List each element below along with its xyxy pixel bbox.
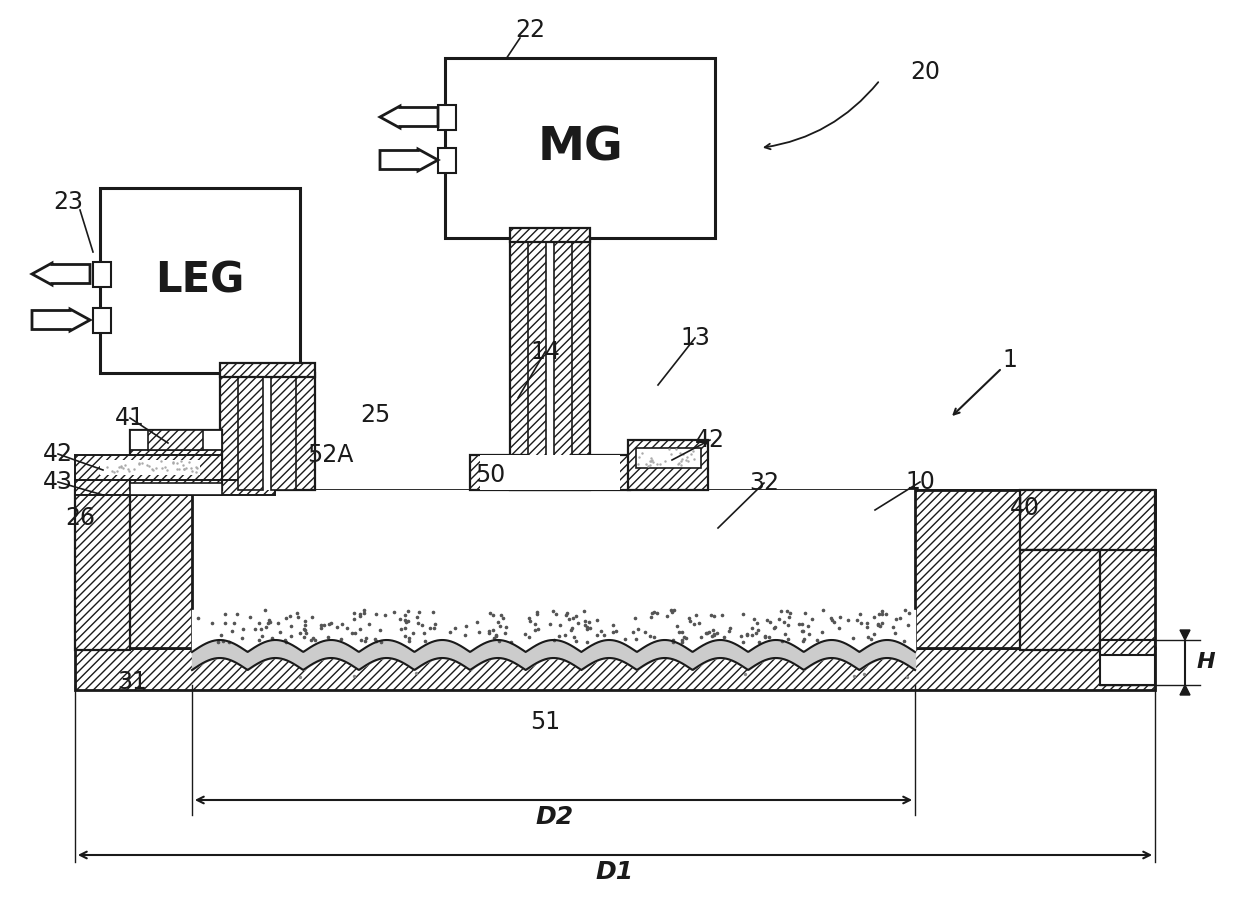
Text: D1: D1 <box>596 860 634 884</box>
Text: 51: 51 <box>529 710 560 734</box>
Bar <box>1100 640 1154 655</box>
Bar <box>510 238 590 490</box>
Bar <box>438 105 456 130</box>
FancyArrow shape <box>32 309 91 331</box>
Text: 14: 14 <box>529 340 560 364</box>
Text: 42: 42 <box>694 428 725 452</box>
Bar <box>480 455 620 490</box>
Bar <box>238 373 263 490</box>
Bar <box>1021 550 1100 650</box>
Text: 23: 23 <box>53 190 83 214</box>
Text: 13: 13 <box>680 326 711 350</box>
Bar <box>74 490 192 648</box>
Text: H: H <box>1197 652 1215 672</box>
Bar <box>510 228 590 242</box>
Text: D2: D2 <box>536 805 574 829</box>
Text: 40: 40 <box>1011 496 1040 520</box>
Bar <box>272 373 296 490</box>
Bar <box>130 430 222 490</box>
Bar <box>130 430 222 450</box>
Bar <box>554 238 572 490</box>
Text: 41: 41 <box>115 406 145 430</box>
Polygon shape <box>1180 685 1190 695</box>
Text: 22: 22 <box>515 18 546 42</box>
Text: 25: 25 <box>360 403 391 427</box>
Bar <box>130 483 222 495</box>
Text: 52A: 52A <box>306 443 353 467</box>
Bar <box>438 148 456 173</box>
Text: 10: 10 <box>905 470 935 494</box>
Bar <box>1100 640 1154 685</box>
Bar <box>74 648 1154 690</box>
FancyArrow shape <box>379 149 438 171</box>
Bar <box>915 490 1154 648</box>
Bar <box>74 490 130 650</box>
Bar <box>219 373 315 490</box>
Bar <box>74 490 1154 555</box>
Polygon shape <box>1180 630 1190 640</box>
Bar <box>74 480 275 495</box>
Text: 26: 26 <box>64 506 95 530</box>
FancyArrow shape <box>379 106 438 128</box>
Text: 31: 31 <box>117 670 146 694</box>
Text: LEG: LEG <box>155 259 244 302</box>
Text: 1: 1 <box>1003 348 1018 372</box>
Bar <box>238 373 296 490</box>
Bar <box>1021 490 1154 550</box>
Bar <box>528 238 546 490</box>
Bar <box>93 262 112 287</box>
Bar <box>219 363 315 377</box>
Bar <box>100 460 200 475</box>
Text: 50: 50 <box>475 463 505 487</box>
Bar <box>528 238 572 490</box>
Bar <box>636 448 701 468</box>
Bar <box>148 430 203 450</box>
FancyArrow shape <box>32 263 91 285</box>
Bar <box>445 58 715 238</box>
Bar <box>93 308 112 333</box>
Text: 20: 20 <box>910 60 940 84</box>
Bar <box>100 188 300 373</box>
Bar <box>192 490 918 648</box>
Text: 43: 43 <box>43 470 73 494</box>
Bar <box>74 455 222 480</box>
Text: 32: 32 <box>749 471 779 495</box>
Bar <box>470 455 630 490</box>
Text: MG: MG <box>537 125 622 170</box>
Text: 42: 42 <box>43 442 73 466</box>
Bar <box>627 440 708 490</box>
